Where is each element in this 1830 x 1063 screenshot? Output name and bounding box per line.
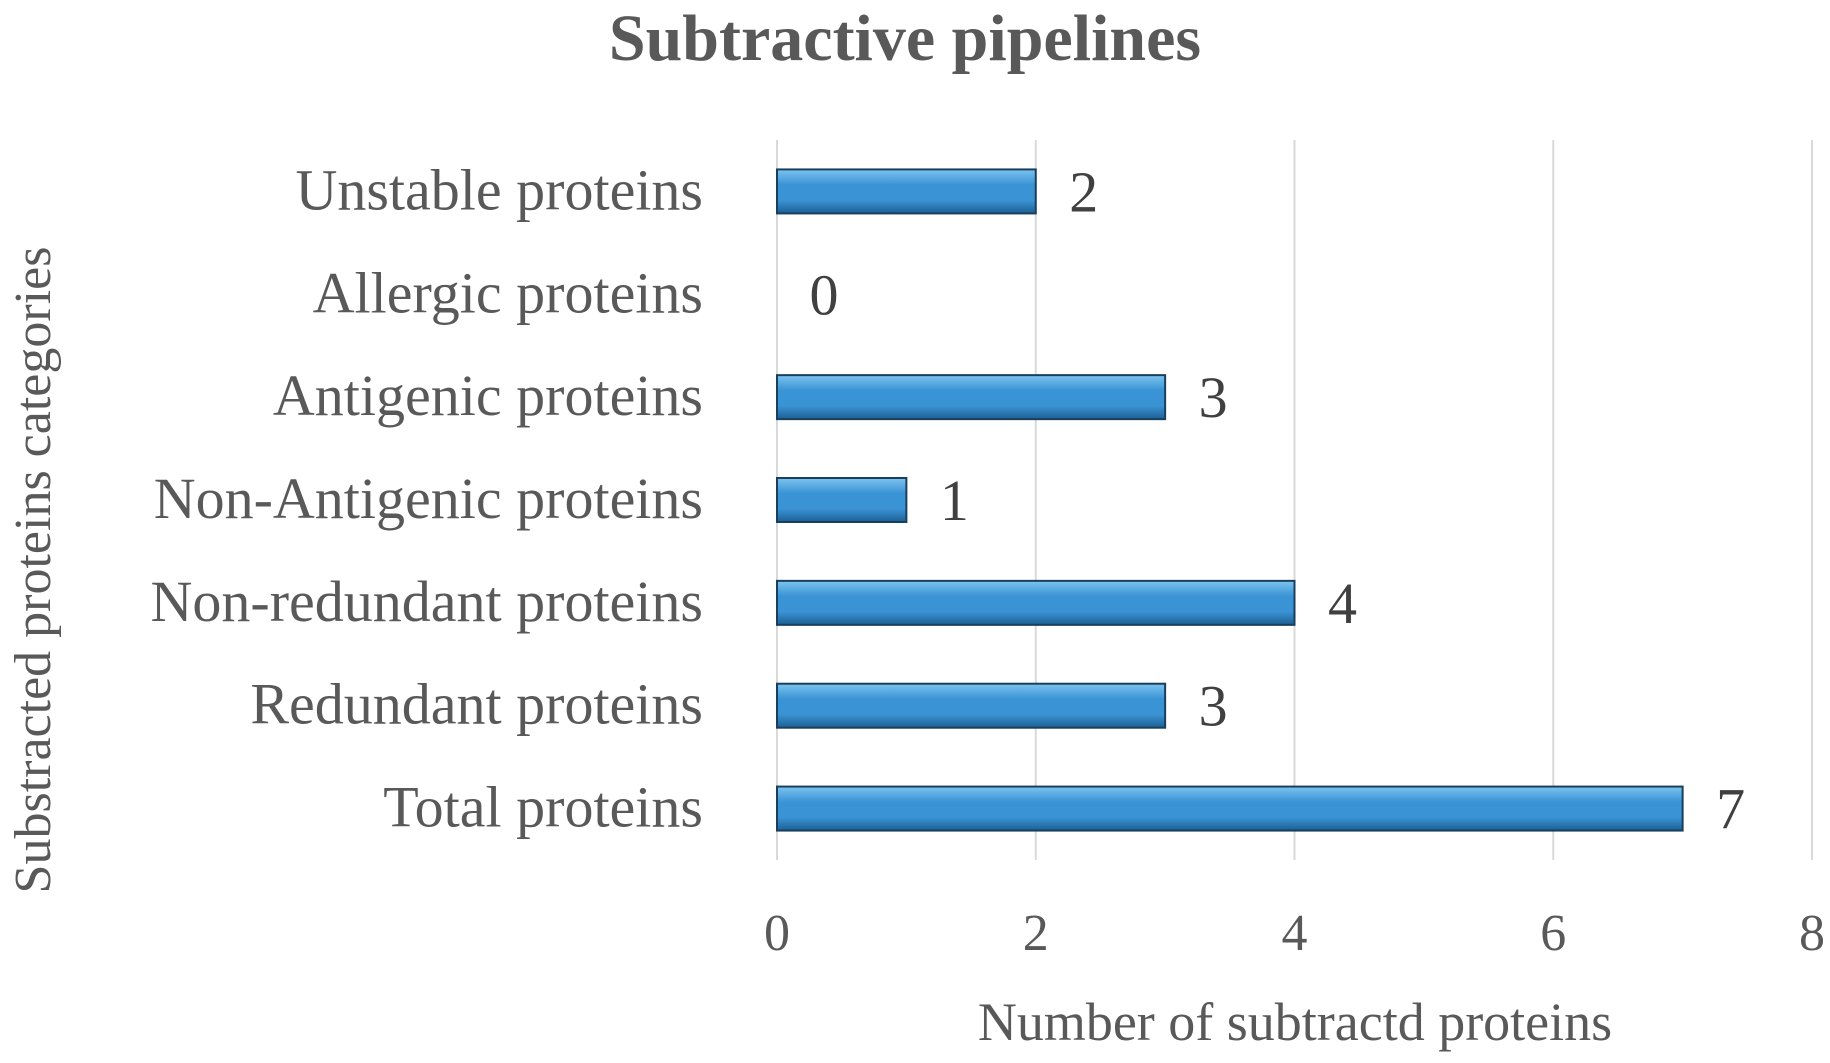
data-label-antigenic-proteins: 3 [1199,365,1228,430]
x-tick-label-8: 8 [1799,905,1825,962]
chart-title: Subtractive pipelines [609,2,1201,75]
x-axis-label: Number of subtractd proteins [978,992,1612,1052]
data-label-redundant-proteins: 3 [1199,674,1228,739]
category-label-non-antigenic-proteins: Non-Antigenic proteins [154,466,703,531]
bar-non-antigenic-proteins [776,477,908,523]
category-label-unstable-proteins: Unstable proteins [295,157,703,222]
data-label-allergic-proteins: 0 [810,262,839,327]
x-tick-label-0: 0 [764,905,790,962]
bar-antigenic-proteins [776,374,1167,421]
category-label-total-proteins: Total proteins [383,775,703,840]
bar-unstable-proteins [776,168,1037,215]
data-label-total-proteins: 7 [1716,777,1745,842]
data-label-unstable-proteins: 2 [1069,159,1098,224]
category-label-allergic-proteins: Allergic proteins [313,260,703,325]
y-axis-label: Substracted proteins categories [5,247,62,894]
x-tick-label-6: 6 [1540,905,1566,962]
bar-non-redundant-proteins [776,579,1296,626]
x-tick-labels: 0 2 4 6 8 [764,905,1825,962]
category-label-antigenic-proteins: Antigenic proteins [273,363,703,428]
data-labels: 2 0 3 1 4 3 7 [810,159,1746,841]
category-labels: Unstable proteins Allergic proteins Antige… [151,157,703,839]
category-label-redundant-proteins: Redundant proteins [250,672,703,737]
bar-total-proteins [776,785,1684,832]
bars [776,168,1684,832]
x-tick-label-2: 2 [1023,905,1049,962]
category-label-non-redundant-proteins: Non-redundant proteins [151,569,703,634]
gridlines [776,140,1813,860]
data-label-non-redundant-proteins: 4 [1328,571,1357,636]
data-label-non-antigenic-proteins: 1 [940,468,969,533]
x-tick-label-4: 4 [1282,905,1308,962]
bar-redundant-proteins [776,682,1167,729]
